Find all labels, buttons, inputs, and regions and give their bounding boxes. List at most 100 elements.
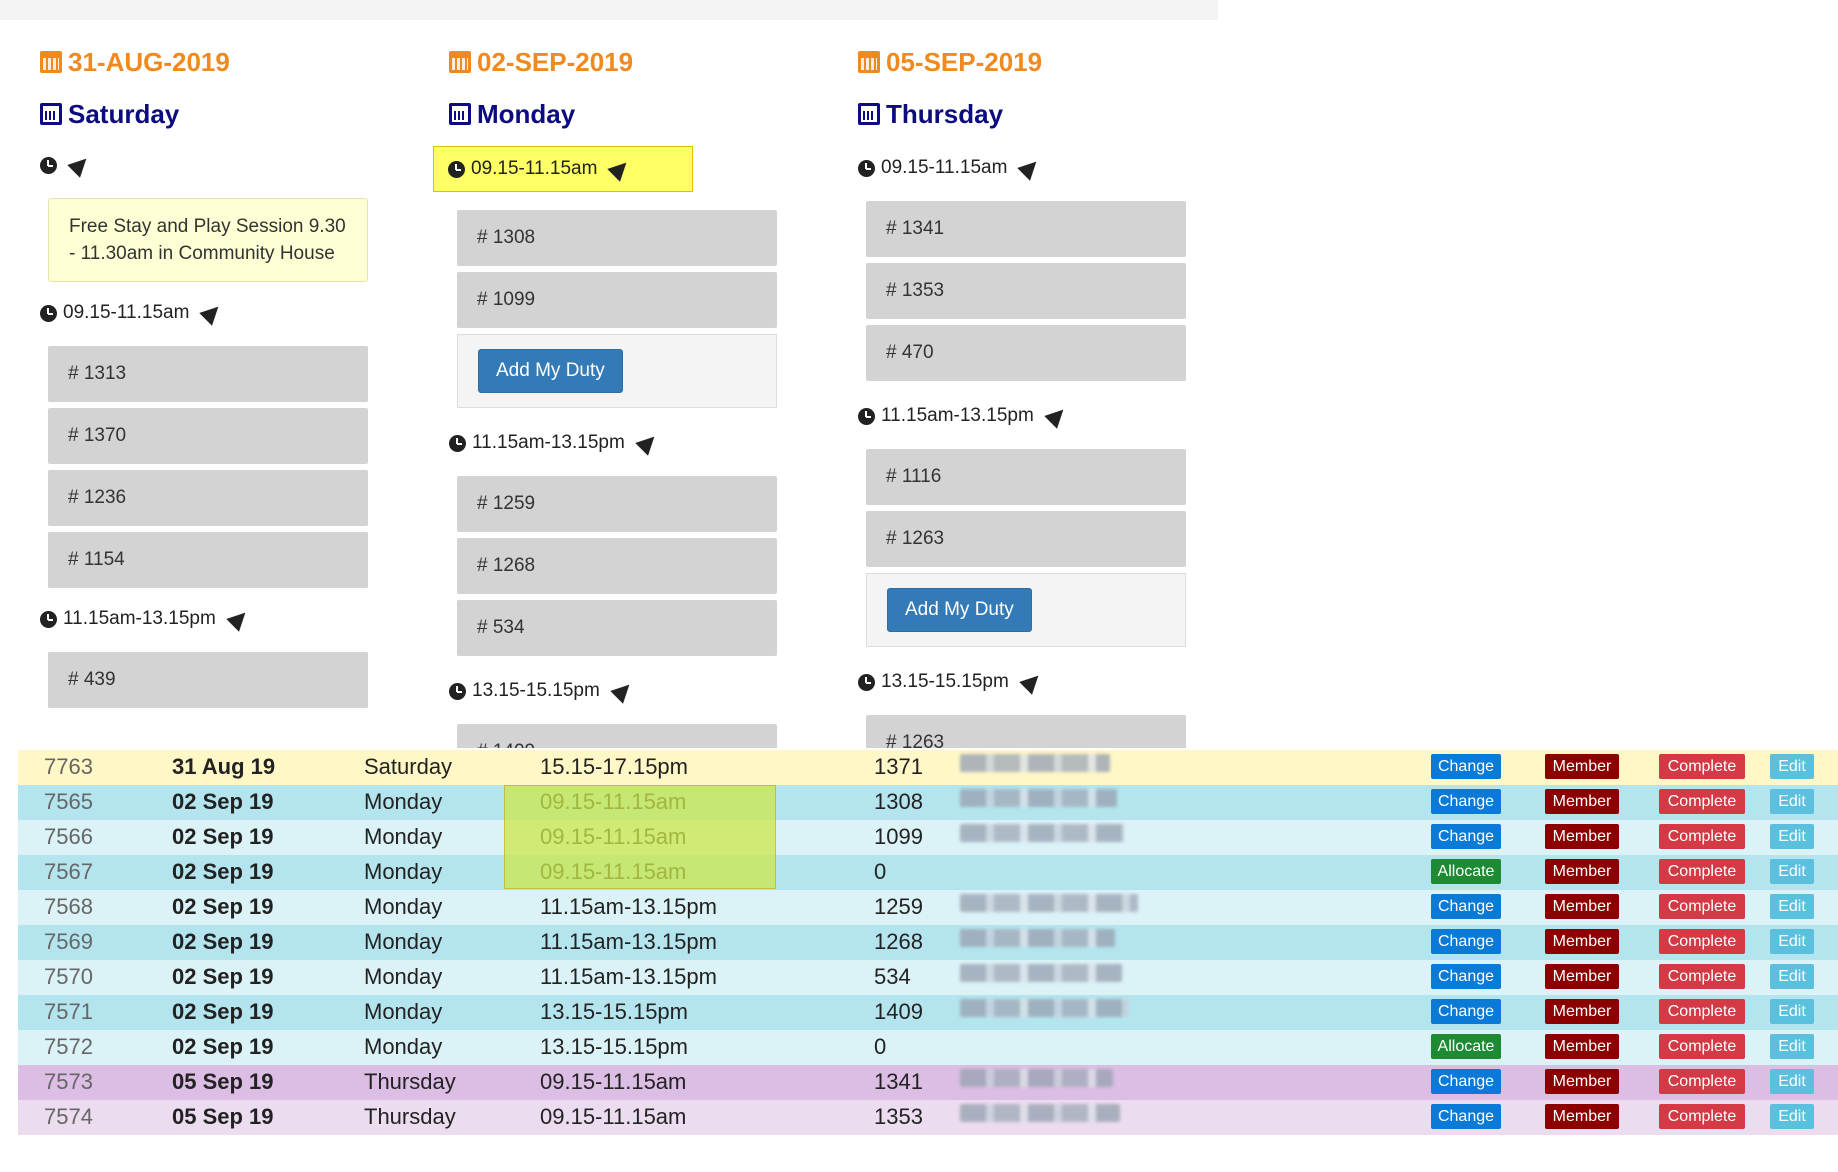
table-row: 7573 05 Sep 19 Thursday 09.15-11.15am 1341 Ch… — [18, 1065, 1838, 1100]
member-button[interactable]: Member — [1545, 1034, 1619, 1059]
duty-card[interactable]: # 1259 — [457, 476, 777, 532]
complete-button[interactable]: Complete — [1659, 929, 1745, 954]
location-arrow-icon[interactable] — [610, 678, 636, 704]
location-arrow-icon[interactable] — [1017, 155, 1044, 181]
complete-button[interactable]: Complete — [1659, 1069, 1745, 1094]
calendar-icon — [40, 51, 62, 73]
complete-button[interactable]: Complete — [1659, 824, 1745, 849]
change-button[interactable]: Change — [1431, 929, 1501, 954]
allocate-button[interactable]: Allocate — [1431, 859, 1501, 884]
booking-id: 7573 — [44, 1069, 93, 1094]
complete-button[interactable]: Complete — [1659, 894, 1745, 919]
complete-button[interactable]: Complete — [1659, 754, 1745, 779]
time-slot: 09.15-11.15am — [858, 153, 1198, 183]
allocate-button[interactable]: Allocate — [1431, 1034, 1501, 1059]
booking-date: 02 Sep 19 — [172, 929, 274, 954]
complete-button[interactable]: Complete — [1659, 1104, 1745, 1129]
change-button[interactable]: Change — [1431, 1069, 1501, 1094]
time-label: 09.15-11.15am — [881, 157, 1008, 178]
member-button[interactable]: Member — [1545, 1104, 1619, 1129]
member-button[interactable]: Member — [1545, 789, 1619, 814]
member-name-redacted — [960, 999, 1129, 1017]
edit-button[interactable]: Edit — [1770, 754, 1814, 779]
duty-card[interactable]: # 439 — [48, 652, 368, 708]
add-my-duty-button[interactable]: Add My Duty — [887, 588, 1032, 632]
booking-time: 11.15am-13.15pm — [540, 929, 717, 954]
edit-button[interactable]: Edit — [1770, 929, 1814, 954]
time-slot — [40, 150, 380, 180]
booking-date: 02 Sep 19 — [172, 1034, 274, 1059]
booking-date: 02 Sep 19 — [172, 964, 274, 989]
location-arrow-icon[interactable] — [199, 300, 226, 326]
member-button[interactable]: Member — [1545, 1069, 1619, 1094]
duty-card[interactable]: # 1116 — [866, 449, 1186, 505]
change-button[interactable]: Change — [1431, 824, 1501, 849]
duty-card[interactable]: # 1409 — [457, 724, 777, 748]
edit-button[interactable]: Edit — [1770, 824, 1814, 849]
time-label: 13.15-15.15pm — [472, 680, 600, 701]
member-button[interactable]: Member — [1545, 929, 1619, 954]
day-heading: Thursday — [858, 94, 1198, 134]
change-button[interactable]: Change — [1431, 964, 1501, 989]
duty-card[interactable]: # 1308 — [457, 210, 777, 266]
edit-button[interactable]: Edit — [1770, 1104, 1814, 1129]
time-label: 11.15am-13.15pm — [63, 608, 216, 629]
change-button[interactable]: Change — [1431, 894, 1501, 919]
member-name-redacted — [960, 1104, 1120, 1122]
duty-card[interactable]: # 1370 — [48, 408, 368, 464]
duty-card[interactable]: # 1268 — [457, 538, 777, 594]
change-button[interactable]: Change — [1431, 999, 1501, 1024]
complete-button[interactable]: Complete — [1659, 964, 1745, 989]
date-label: 05-SEP-2019 — [886, 46, 1043, 77]
member-button[interactable]: Member — [1545, 894, 1619, 919]
edit-button[interactable]: Edit — [1770, 1069, 1814, 1094]
member-name-redacted — [960, 894, 1138, 912]
location-arrow-icon[interactable] — [226, 606, 252, 632]
duty-card[interactable]: # 1154 — [48, 532, 368, 588]
change-button[interactable]: Change — [1431, 754, 1501, 779]
change-button[interactable]: Change — [1431, 789, 1501, 814]
complete-button[interactable]: Complete — [1659, 999, 1745, 1024]
member-number: 1099 — [874, 824, 923, 849]
add-duty-box: Add My Duty — [457, 334, 777, 408]
booking-date: 02 Sep 19 — [172, 859, 274, 884]
day-column-2: 02-SEP-2019 Monday 09.15-11.15am # 1308 … — [433, 42, 789, 748]
clock-icon — [448, 160, 465, 178]
edit-button[interactable]: Edit — [1770, 964, 1814, 989]
member-button[interactable]: Member — [1545, 824, 1619, 849]
location-arrow-icon[interactable] — [607, 156, 634, 182]
edit-button[interactable]: Edit — [1770, 789, 1814, 814]
member-button[interactable]: Member — [1545, 999, 1619, 1024]
edit-button[interactable]: Edit — [1770, 999, 1814, 1024]
duty-card[interactable]: # 470 — [866, 325, 1186, 381]
booking-time: 11.15am-13.15pm — [540, 964, 717, 989]
table-row: 7571 02 Sep 19 Monday 13.15-15.15pm 1409 Chan… — [18, 995, 1838, 1030]
member-button[interactable]: Member — [1545, 964, 1619, 989]
duty-card[interactable]: # 534 — [457, 600, 777, 656]
duty-card[interactable]: # 1263 — [866, 511, 1186, 567]
session-note: Free Stay and Play Session 9.30 - 11.30a… — [48, 198, 368, 282]
edit-button[interactable]: Edit — [1770, 1034, 1814, 1059]
duty-card[interactable]: # 1099 — [457, 272, 777, 328]
complete-button[interactable]: Complete — [1659, 859, 1745, 884]
member-button[interactable]: Member — [1545, 754, 1619, 779]
duty-card[interactable]: # 1313 — [48, 346, 368, 402]
member-button[interactable]: Member — [1545, 859, 1619, 884]
change-button[interactable]: Change — [1431, 1104, 1501, 1129]
location-arrow-icon[interactable] — [1019, 669, 1045, 695]
member-number: 1308 — [874, 789, 923, 814]
time-label: 09.15-11.15am — [63, 302, 190, 323]
edit-button[interactable]: Edit — [1770, 894, 1814, 919]
duty-card[interactable]: # 1353 — [866, 263, 1186, 319]
booking-id: 7567 — [44, 859, 93, 884]
complete-button[interactable]: Complete — [1659, 789, 1745, 814]
location-arrow-icon[interactable] — [1044, 403, 1070, 429]
complete-button[interactable]: Complete — [1659, 1034, 1745, 1059]
location-arrow-icon[interactable] — [635, 430, 661, 456]
add-my-duty-button[interactable]: Add My Duty — [478, 349, 623, 393]
duty-card[interactable]: # 1263 — [866, 715, 1186, 748]
duty-card[interactable]: # 1236 — [48, 470, 368, 526]
location-arrow-icon[interactable] — [67, 152, 93, 178]
edit-button[interactable]: Edit — [1770, 859, 1814, 884]
duty-card[interactable]: # 1341 — [866, 201, 1186, 257]
